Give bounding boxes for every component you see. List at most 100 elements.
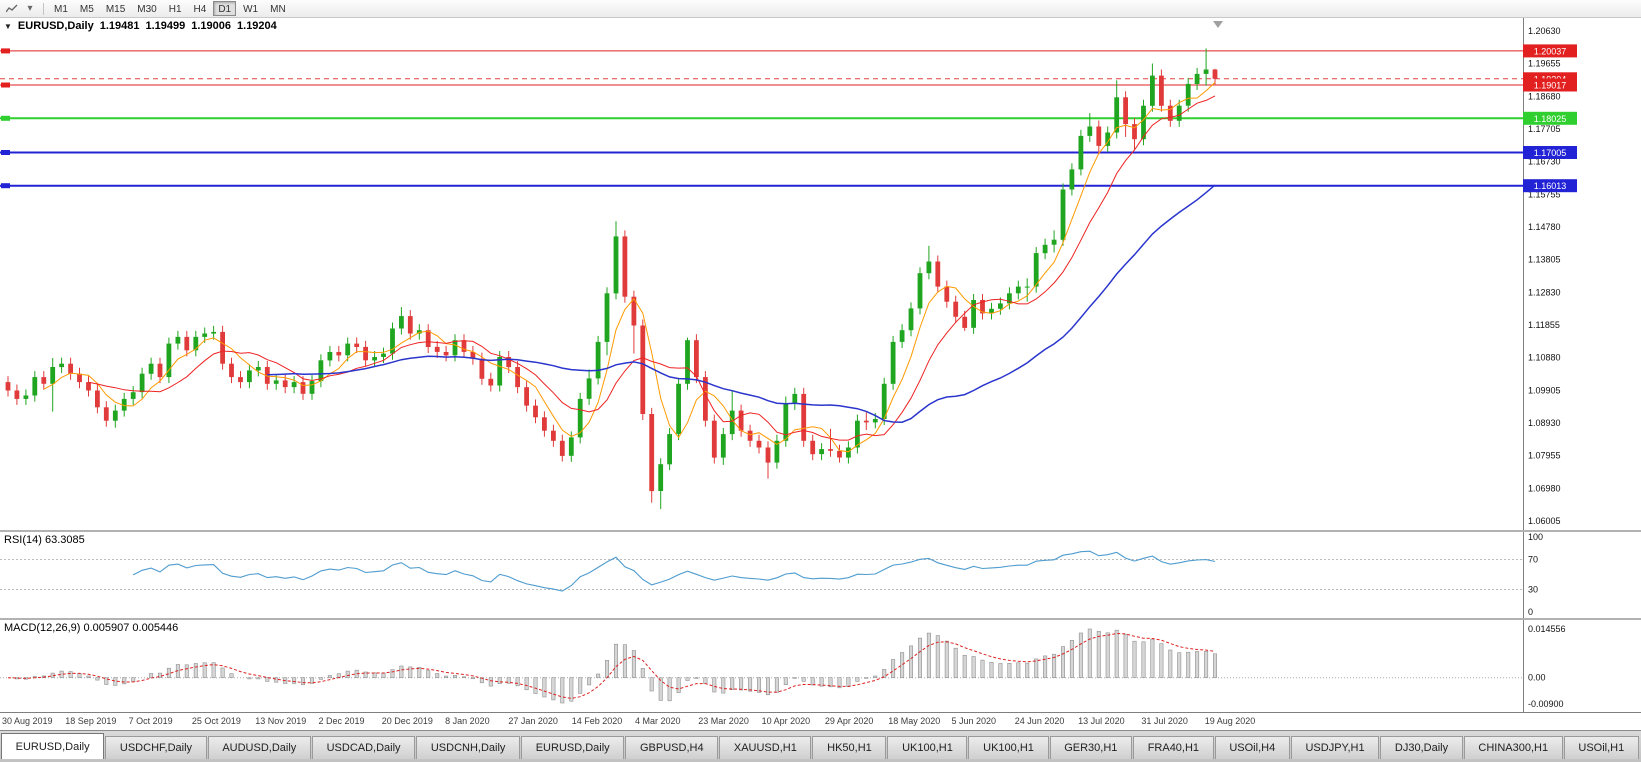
timeframe-button-mn[interactable]: MN: [270, 4, 286, 15]
chart-tab-usdchf-daily[interactable]: USDCHF,Daily: [105, 736, 207, 759]
ohlc-low-value: 1.19006: [191, 20, 232, 32]
ohlc-high-value: 1.19499: [145, 20, 186, 32]
collapse-arrow-icon[interactable]: ▼: [4, 21, 12, 31]
rsi-canvas[interactable]: 100 70 30 0: [0, 532, 1641, 618]
time-axis-label: 2 Dec 2019: [318, 716, 365, 726]
time-axis-label: 14 Feb 2020: [571, 716, 623, 726]
chart-tab-xauusd-h1[interactable]: XAUUSD,H1: [719, 736, 812, 759]
time-axis-label: 29 Apr 2020: [824, 716, 874, 726]
chart-tab-gbpusd-h4[interactable]: GBPUSD,H4: [625, 736, 719, 759]
panel-resize-divider[interactable]: [0, 618, 1641, 620]
chart-tab-eurusd-daily[interactable]: EURUSD,Daily: [1, 733, 105, 759]
svg-text:0.014556: 0.014556: [1528, 624, 1566, 634]
svg-text:1.14780: 1.14780: [1528, 222, 1561, 232]
chart-tab-audusd-daily[interactable]: AUDUSD,Daily: [207, 736, 311, 759]
chart-line-icon[interactable]: [3, 2, 21, 16]
timeframe-button-w1[interactable]: W1: [243, 4, 259, 15]
chart-tab-usdjpy-h1[interactable]: USDJPY,H1: [1290, 736, 1380, 759]
chart-tab-usoil-h4[interactable]: USOil,H4: [1214, 736, 1290, 759]
chart-tab-dj30-daily[interactable]: DJ30,Daily: [1380, 736, 1463, 759]
svg-text:1.10880: 1.10880: [1528, 353, 1561, 363]
time-axis-label: 31 Jul 2020: [1141, 716, 1188, 726]
price-chart-panel[interactable]: 1.20630 1.19655 1.18680 1.17705 1.16730 1.157…: [0, 18, 1641, 530]
rsi-label: RSI(14) 63.3085: [4, 534, 85, 546]
timeframe-button-h1[interactable]: H1: [168, 4, 182, 15]
time-axis-label: 4 Mar 2020: [635, 716, 681, 726]
svg-text:1.17005: 1.17005: [1534, 148, 1567, 158]
svg-text:1.06980: 1.06980: [1528, 483, 1561, 493]
time-axis-label: 23 Mar 2020: [698, 716, 749, 726]
chart-tab-ger30-h1[interactable]: GER30,H1: [1049, 736, 1133, 759]
time-axis-label: 19 Aug 2020: [1204, 716, 1256, 726]
time-axis-label: 27 Jan 2020: [508, 716, 558, 726]
toolbar-separator: [43, 2, 44, 15]
svg-text:1.15755: 1.15755: [1528, 189, 1561, 199]
chart-tab-uk100-h1[interactable]: UK100,H1: [968, 736, 1049, 759]
chart-tabs-bar: EURUSD,Daily USDCHF,Daily AUDUSD,Daily USDC…: [0, 730, 1641, 762]
svg-text:1.12830: 1.12830: [1528, 287, 1561, 297]
svg-text:1.07955: 1.07955: [1528, 451, 1561, 461]
chart-tab-usdcad-daily[interactable]: USDCAD,Daily: [311, 736, 416, 759]
chart-tab-eurusd-daily[interactable]: EURUSD,Daily: [521, 736, 625, 759]
rsi-indicator-panel[interactable]: 100 70 30 0 RSI(14) 63.3085: [0, 532, 1641, 618]
timeframe-button-m30[interactable]: M30: [137, 4, 157, 15]
macd-label: MACD(12,26,9) 0.005907 0.005446: [4, 622, 179, 634]
svg-text:1.19017: 1.19017: [1534, 81, 1567, 91]
chart-tab-usoil-h1[interactable]: USOil,H1: [1563, 736, 1639, 759]
svg-text:1.18025: 1.18025: [1534, 114, 1567, 124]
macd-indicator-panel[interactable]: 0.014556 0.00 -0.00900 MACD(12,26,9) 0.005…: [0, 620, 1641, 712]
time-axis-label: 24 Jun 2020: [1014, 716, 1065, 726]
svg-text:70: 70: [1528, 555, 1538, 565]
panel-resize-divider[interactable]: [0, 530, 1641, 532]
svg-text:100: 100: [1528, 532, 1543, 542]
time-axis-label: 20 Dec 2019: [381, 716, 433, 726]
time-axis-label: 10 Apr 2020: [761, 716, 811, 726]
svg-text:1.13805: 1.13805: [1528, 255, 1561, 265]
time-axis-label: 18 May 2020: [888, 716, 941, 726]
timeframe-button-m5[interactable]: M5: [79, 4, 94, 15]
time-axis-label: 8 Jan 2020: [445, 716, 490, 726]
svg-text:30: 30: [1528, 585, 1538, 595]
time-axis-label: 18 Sep 2019: [65, 716, 117, 726]
macd-header: MACD(12,26,9) 0.005907 0.005446: [4, 622, 178, 634]
time-axis-label: 30 Aug 2019: [2, 716, 53, 726]
svg-text:1.19655: 1.19655: [1528, 59, 1561, 69]
chart-tab-china300-h1[interactable]: CHINA300,H1: [1463, 736, 1563, 759]
candlestick-canvas[interactable]: 1.20630 1.19655 1.18680 1.17705 1.16730 1.157…: [0, 18, 1641, 530]
svg-text:1.09905: 1.09905: [1528, 385, 1561, 395]
chart-tab-hk50-h1[interactable]: HK50,H1: [812, 736, 887, 759]
timeframe-button-h4[interactable]: H4: [193, 4, 207, 15]
svg-text:1.17705: 1.17705: [1528, 124, 1561, 134]
ohlc-close-value: 1.19204: [237, 20, 277, 32]
time-axis-label: 13 Nov 2019: [255, 716, 307, 726]
chart-tab-uk100-h1[interactable]: UK100,H1: [887, 736, 968, 759]
dropdown-caret-icon[interactable]: ▾: [27, 3, 33, 14]
svg-text:1.08930: 1.08930: [1528, 418, 1561, 428]
svg-text:1.18680: 1.18680: [1528, 91, 1561, 101]
time-axis-label: 13 Jul 2020: [1078, 716, 1125, 726]
ohlc-open-value: 1.19481: [99, 20, 140, 32]
time-axis-label: 5 Jun 2020: [951, 716, 997, 726]
timeframes-toolbar: ▾ M1 M5 M15 M30 H1 H4 D1 W1 MN: [0, 0, 1641, 18]
svg-text:0.00: 0.00: [1528, 673, 1546, 683]
svg-text:1.16730: 1.16730: [1528, 157, 1561, 167]
svg-text:1.20630: 1.20630: [1528, 26, 1561, 36]
svg-text:1.16013: 1.16013: [1534, 181, 1567, 191]
chart-tab-usdcnh-daily[interactable]: USDCNH,Daily: [416, 736, 521, 759]
chart-header: ▼ EURUSD,Daily 1.19481 1.19499 1.19006 1…: [4, 20, 277, 32]
timeframe-button-d1[interactable]: D1: [213, 1, 237, 16]
time-axis-label: 7 Oct 2019: [128, 716, 173, 726]
svg-text:1.20037: 1.20037: [1534, 46, 1567, 56]
timeframe-button-m1[interactable]: M1: [54, 4, 68, 15]
time-axis[interactable]: 30 Aug 2019 18 Sep 2019 7 Oct 2019 25 Oct 2…: [0, 712, 1641, 730]
chart-tab-fra40-h1[interactable]: FRA40,H1: [1133, 736, 1214, 759]
svg-text:1.11855: 1.11855: [1528, 320, 1560, 330]
svg-text:0: 0: [1528, 607, 1533, 617]
time-axis-label: 25 Oct 2019: [191, 716, 241, 726]
svg-text:-0.00900: -0.00900: [1528, 699, 1564, 709]
timeframe-buttons: M1 M5 M15 M30 H1 H4 D1 W1 MN: [48, 1, 292, 16]
svg-text:1.06005: 1.06005: [1528, 516, 1561, 526]
macd-canvas[interactable]: 0.014556 0.00 -0.00900: [0, 620, 1641, 712]
timeframe-button-m15[interactable]: M15: [105, 4, 126, 15]
